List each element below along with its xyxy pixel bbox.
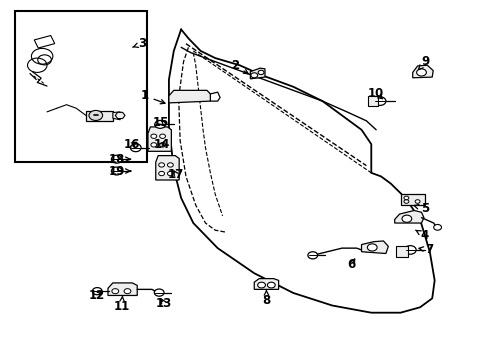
- Circle shape: [124, 289, 131, 294]
- Polygon shape: [361, 241, 387, 253]
- Circle shape: [154, 289, 163, 296]
- Circle shape: [433, 225, 441, 230]
- Circle shape: [167, 163, 173, 167]
- Text: 11: 11: [113, 297, 129, 313]
- Text: 16: 16: [124, 138, 140, 151]
- Circle shape: [416, 69, 426, 76]
- Circle shape: [130, 144, 141, 152]
- Circle shape: [89, 111, 102, 121]
- Text: 17: 17: [168, 168, 184, 181]
- Polygon shape: [108, 283, 137, 296]
- Text: 5: 5: [413, 202, 428, 215]
- Bar: [15, 12, 147, 162]
- Circle shape: [401, 215, 411, 222]
- Circle shape: [403, 196, 408, 200]
- Circle shape: [155, 121, 165, 129]
- Circle shape: [258, 70, 264, 75]
- Circle shape: [158, 163, 164, 167]
- Circle shape: [159, 134, 165, 138]
- Circle shape: [366, 244, 376, 251]
- Circle shape: [373, 97, 385, 105]
- Text: 1: 1: [140, 89, 164, 104]
- Text: 18: 18: [108, 153, 130, 166]
- Text: 12: 12: [88, 289, 104, 302]
- Circle shape: [111, 155, 122, 163]
- Text: 7: 7: [418, 243, 433, 256]
- Circle shape: [267, 282, 275, 288]
- Circle shape: [257, 282, 265, 288]
- Polygon shape: [395, 246, 407, 257]
- Polygon shape: [115, 112, 125, 118]
- Polygon shape: [400, 194, 424, 205]
- Polygon shape: [168, 90, 210, 103]
- Bar: [86, 111, 113, 121]
- Polygon shape: [254, 279, 278, 289]
- Circle shape: [111, 167, 122, 175]
- Circle shape: [404, 246, 415, 254]
- Bar: [34, 36, 55, 48]
- Text: 3: 3: [132, 37, 146, 50]
- Text: 10: 10: [367, 87, 384, 100]
- Circle shape: [307, 252, 317, 259]
- Polygon shape: [250, 68, 264, 79]
- Circle shape: [414, 200, 419, 203]
- Circle shape: [92, 288, 102, 295]
- Circle shape: [250, 73, 257, 78]
- Polygon shape: [412, 65, 432, 78]
- Text: 13: 13: [156, 297, 172, 310]
- Text: 8: 8: [262, 291, 270, 307]
- Polygon shape: [394, 211, 423, 223]
- Circle shape: [151, 143, 157, 147]
- Text: 14: 14: [153, 138, 169, 151]
- Circle shape: [159, 143, 165, 147]
- Circle shape: [403, 200, 408, 203]
- Text: 6: 6: [347, 258, 355, 271]
- Text: 2: 2: [230, 59, 248, 74]
- Polygon shape: [367, 96, 377, 107]
- Polygon shape: [156, 156, 179, 180]
- Text: 15: 15: [152, 116, 168, 129]
- Circle shape: [158, 171, 164, 176]
- Text: 19: 19: [108, 165, 130, 177]
- Circle shape: [151, 134, 157, 138]
- Circle shape: [167, 171, 173, 176]
- Circle shape: [112, 289, 119, 294]
- Polygon shape: [148, 127, 171, 151]
- Polygon shape: [113, 112, 120, 120]
- Text: 9: 9: [418, 55, 429, 70]
- Text: 4: 4: [415, 229, 428, 242]
